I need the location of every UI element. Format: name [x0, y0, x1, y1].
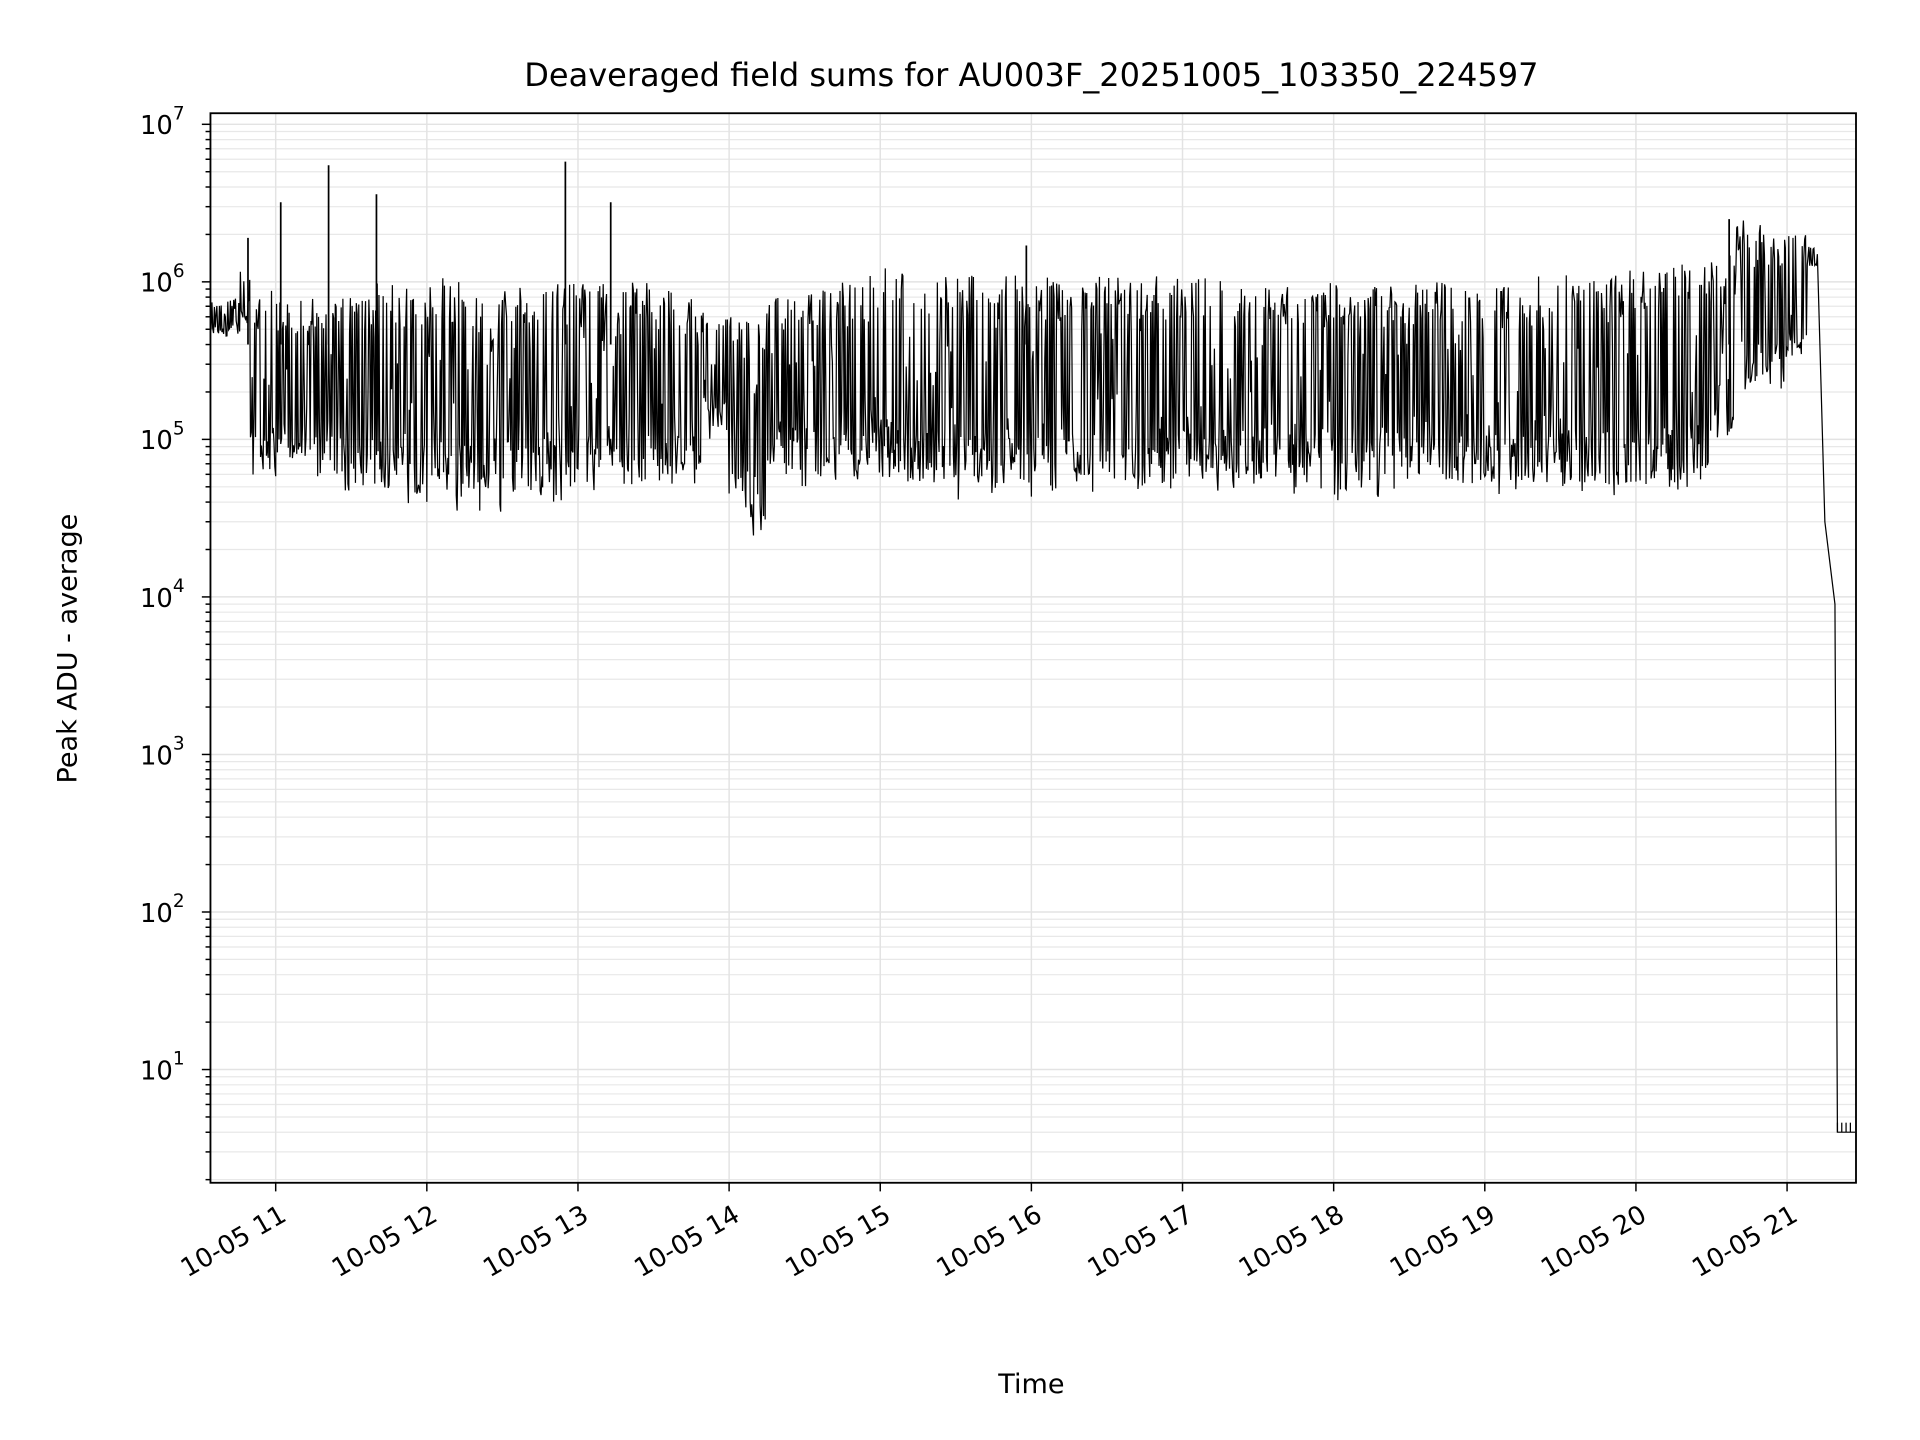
data-series — [210, 161, 1856, 1133]
x-tick-label: 10-05 17 — [1083, 1200, 1199, 1284]
y-tick-label: 102 — [140, 891, 185, 929]
x-axis-label: Time — [997, 1369, 1064, 1400]
x-tick-label: 10-05 14 — [629, 1200, 745, 1284]
y-axis-label: Peak ADU - average — [52, 514, 83, 784]
y-tick-label: 101 — [140, 1049, 185, 1087]
x-tick-label: 10-05 11 — [176, 1200, 292, 1284]
x-tick-label: 10-05 18 — [1234, 1200, 1350, 1284]
y-tick-label: 106 — [140, 261, 185, 299]
y-tick-label: 104 — [140, 576, 185, 614]
y-axis: 101 102 103 104 105 106 107 — [140, 103, 211, 1181]
x-tick-label: 10-05 13 — [478, 1200, 594, 1284]
x-axis: 10-05 11 10-05 12 10-05 13 10-05 14 10-05 15… — [176, 1182, 1803, 1284]
x-tick-label: 10-05 20 — [1536, 1200, 1652, 1284]
x-tick-label: 10-05 16 — [932, 1200, 1048, 1284]
chart-title: Deaveraged field sums for AU003F_2025100… — [524, 56, 1538, 94]
plot-frame — [209, 112, 1857, 1184]
y-tick-label: 105 — [140, 418, 185, 456]
y-tick-label: 103 — [140, 734, 185, 772]
grid — [210, 113, 1856, 1183]
x-tick-label: 10-05 21 — [1687, 1200, 1803, 1284]
x-tick-label: 10-05 15 — [780, 1200, 896, 1284]
x-tick-label: 10-05 19 — [1385, 1200, 1501, 1284]
y-tick-label: 107 — [140, 103, 185, 141]
series-line — [210, 220, 1856, 1133]
x-tick-label: 10-05 12 — [327, 1200, 443, 1284]
